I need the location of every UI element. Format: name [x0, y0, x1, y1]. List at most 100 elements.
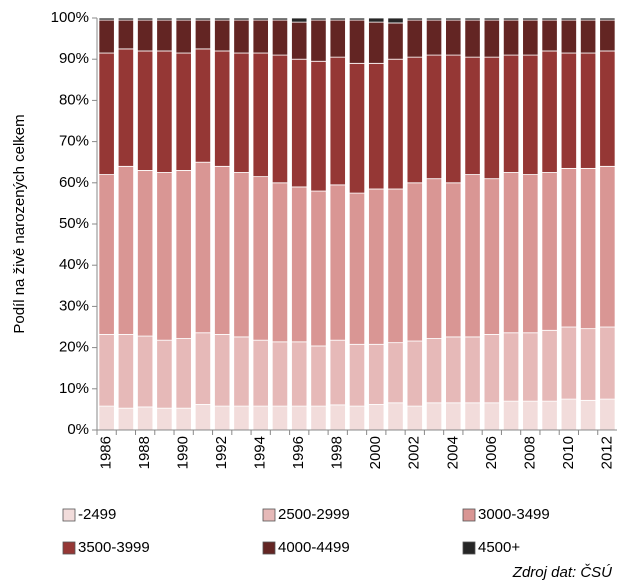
x-tick-label: 2010 [560, 436, 577, 469]
x-tick-label: 1992 [213, 436, 230, 469]
legend-label: 2500-2999 [278, 506, 350, 523]
source-note: Zdroj dat: ČSÚ [512, 564, 612, 581]
bar-segment [214, 334, 231, 407]
bar-segment [445, 54, 462, 184]
bar-segment [156, 50, 173, 173]
bar-segment [580, 17, 597, 21]
bar-segment [175, 19, 192, 54]
bar-segment [348, 62, 366, 194]
bar-segment [406, 56, 423, 184]
bar-segment [291, 186, 308, 343]
bar-segment [156, 19, 173, 52]
bar-segment [560, 17, 577, 21]
bar-segment [291, 58, 308, 188]
bar-segment [98, 334, 115, 407]
bar-segment [522, 19, 539, 56]
bar-segment [406, 182, 423, 342]
bar-segment [214, 17, 231, 21]
bar-segment [194, 404, 212, 431]
y-tick-label: 30% [59, 297, 89, 314]
bar-segment [137, 406, 154, 431]
bar-segment [348, 192, 366, 345]
bar-segment [98, 405, 115, 431]
bar-segment [117, 407, 134, 431]
bar-segment [368, 343, 385, 405]
x-tick-label: 1986 [98, 436, 115, 469]
bar-segment [194, 19, 212, 50]
bar-segment [522, 332, 539, 402]
y-tick-label: 70% [59, 133, 89, 150]
bar-segment [310, 60, 327, 192]
bar-segment [252, 19, 269, 54]
bar-segment [214, 50, 231, 167]
x-tick-label: 1990 [175, 436, 192, 469]
bar-segment [252, 339, 269, 407]
bar-segment [502, 19, 520, 56]
bar-segment [483, 56, 500, 180]
x-tick-label: 1998 [329, 436, 346, 469]
bar-segment [387, 22, 404, 60]
bar-segment [194, 332, 212, 405]
bar-segment [310, 405, 327, 431]
bar-segment [580, 328, 597, 401]
legend-label: 4000-4499 [278, 539, 350, 556]
legend-swatch [462, 541, 476, 555]
bar-segment [137, 335, 154, 408]
bar-segment [271, 19, 289, 56]
bar-segment [156, 172, 173, 341]
bar-segment [387, 402, 404, 431]
bar-segment [117, 17, 134, 21]
y-tick-label: 20% [59, 339, 89, 356]
bar-segment [406, 405, 423, 431]
bar-segment [194, 48, 212, 163]
y-tick-label: 80% [59, 91, 89, 108]
x-tick-label: 1988 [136, 436, 153, 469]
bar-segment [387, 342, 404, 404]
bar-segment [291, 21, 308, 60]
legend-label: 3500-3999 [78, 539, 150, 556]
bar-segment [541, 329, 558, 402]
bar-segment [502, 400, 520, 431]
bar-segment [310, 345, 327, 407]
bar-segment [502, 172, 520, 334]
bar-segment [483, 19, 500, 58]
bar-segment [329, 19, 346, 58]
legend-swatch [262, 541, 276, 555]
bar-segment [329, 56, 346, 186]
bar-segment [483, 178, 500, 335]
bar-segment [233, 19, 250, 54]
bar-segment [271, 182, 289, 343]
y-tick-label: 0% [67, 421, 89, 438]
bar-segment [310, 19, 327, 62]
y-tick-label: 100% [51, 9, 89, 26]
bar-segment [271, 17, 289, 21]
bar-segment [156, 17, 173, 21]
bar-segment [464, 17, 481, 21]
bar-segment [368, 62, 385, 190]
legend-swatch [62, 541, 76, 555]
bar-segment [541, 400, 558, 431]
bar-segment [348, 405, 366, 431]
bar-segment [406, 17, 423, 21]
bar-segment [483, 334, 500, 404]
bar-segment [156, 339, 173, 409]
bar-segment [368, 404, 385, 431]
bar-segment [175, 52, 192, 171]
bar-segment [522, 17, 539, 21]
bar-segment [233, 336, 250, 407]
bar-segment [425, 54, 443, 180]
bar-segment [580, 399, 597, 431]
bar-segment [599, 17, 616, 21]
bar-segment [560, 326, 577, 400]
bar-segment [502, 332, 520, 402]
bar-segment [387, 58, 404, 190]
bar-segment [291, 17, 308, 23]
bar-segment [252, 52, 269, 178]
bar-segment [329, 184, 346, 341]
y-tick-label: 50% [59, 215, 89, 232]
bar-segment [599, 326, 616, 400]
bar-segment [117, 19, 134, 50]
bar-segment [522, 174, 539, 334]
bar-segment [425, 19, 443, 56]
bar-segment [502, 54, 520, 173]
